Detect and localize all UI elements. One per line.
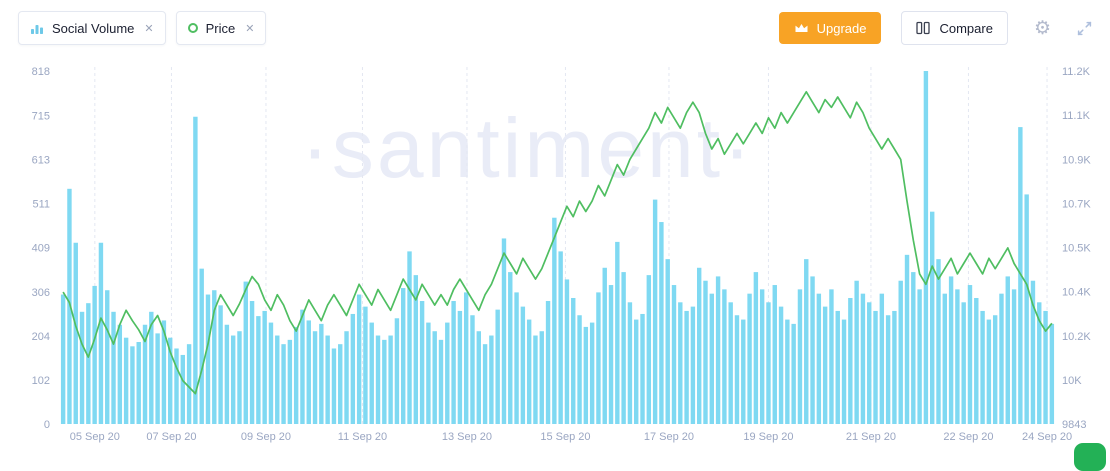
svg-text:10.2K: 10.2K: [1062, 331, 1091, 343]
svg-text:9843: 9843: [1062, 419, 1086, 431]
svg-text:21 Sep 20: 21 Sep 20: [846, 431, 896, 443]
svg-text:11.2K: 11.2K: [1062, 66, 1091, 78]
svg-text:09 Sep 20: 09 Sep 20: [241, 431, 291, 443]
settings-button[interactable]: ⚙: [1034, 19, 1051, 38]
svg-text:102: 102: [32, 375, 50, 387]
svg-text:05 Sep 20: 05 Sep 20: [70, 431, 120, 443]
svg-text:10K: 10K: [1062, 375, 1082, 387]
crown-icon: [795, 24, 808, 32]
svg-text:19 Sep 20: 19 Sep 20: [743, 431, 793, 443]
svg-text:818: 818: [32, 66, 50, 78]
y-axis-left: 0 102 204 306 409 511 613 715 818: [32, 66, 50, 431]
metric-chip-price[interactable]: Price ✕: [175, 11, 267, 45]
svg-text:306: 306: [32, 287, 50, 299]
santiment-watermark: ·santiment·: [300, 101, 755, 195]
svg-text:11 Sep 20: 11 Sep 20: [338, 431, 387, 443]
svg-text:24 Sep 20: 24 Sep 20: [1022, 431, 1072, 443]
svg-text:10.5K: 10.5K: [1062, 243, 1091, 255]
metric-chip-social-volume[interactable]: Social Volume ✕: [18, 11, 166, 45]
chat-widget[interactable]: [1074, 443, 1106, 471]
metric-chip-label: Social Volume: [52, 20, 135, 36]
svg-text:0: 0: [44, 419, 50, 431]
y-axis-right: 9843 10K 10.2K 10.4K 10.5K 10.7K 10.9K 11.1K 11.…: [1062, 66, 1091, 431]
svg-text:10.7K: 10.7K: [1062, 198, 1091, 210]
svg-text:11.1K: 11.1K: [1062, 110, 1091, 122]
close-icon[interactable]: ✕: [245, 22, 255, 35]
upgrade-button[interactable]: Upgrade: [778, 12, 882, 44]
upgrade-label: Upgrade: [816, 20, 867, 36]
svg-text:22 Sep 20: 22 Sep 20: [943, 431, 993, 443]
svg-text:07 Sep 20: 07 Sep 20: [146, 431, 196, 443]
svg-text:10.9K: 10.9K: [1062, 154, 1091, 166]
close-icon[interactable]: ✕: [144, 22, 154, 35]
svg-text:715: 715: [32, 110, 50, 122]
chart-canvas[interactable]: 0 102 204 306 409 511 613 715 818 9843 10K 10.2K 10.…: [0, 0, 1110, 459]
compare-button[interactable]: Compare: [901, 11, 1008, 45]
svg-text:17 Sep 20: 17 Sep 20: [644, 431, 694, 443]
svg-text:613: 613: [32, 154, 50, 166]
bar-chart-icon: [31, 25, 43, 34]
svg-text:10.4K: 10.4K: [1062, 287, 1091, 299]
compare-icon: [916, 21, 931, 35]
expand-icon: [1077, 21, 1092, 35]
circle-icon: [187, 23, 198, 33]
svg-text:204: 204: [32, 331, 50, 343]
svg-text:409: 409: [32, 243, 50, 255]
metric-chip-label: Price: [205, 20, 236, 36]
svg-text:511: 511: [32, 198, 50, 210]
svg-text:13 Sep 20: 13 Sep 20: [442, 431, 492, 443]
gear-icon: ⚙: [1033, 17, 1051, 39]
toolbar: Social Volume ✕ Price ✕ Upgrade Compare …: [0, 0, 1110, 56]
price-line[interactable]: [62, 90, 1053, 395]
social-volume-bars[interactable]: [60, 71, 1055, 425]
compare-label: Compare: [939, 20, 993, 36]
fullscreen-button[interactable]: [1077, 21, 1092, 36]
svg-text:15 Sep 20: 15 Sep 20: [540, 431, 590, 443]
x-axis-labels: 05 Sep 20 07 Sep 20 09 Sep 20 11 Sep 20 13 S…: [70, 431, 1072, 443]
